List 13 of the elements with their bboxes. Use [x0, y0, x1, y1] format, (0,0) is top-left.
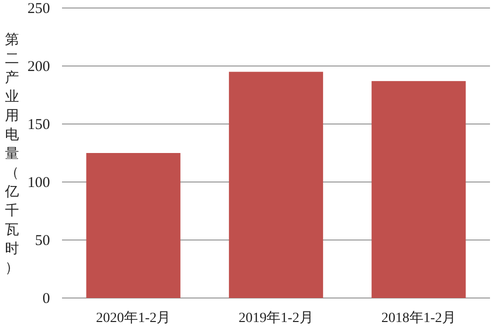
y-tick-label: 50: [35, 233, 50, 249]
x-tick-label: 2019年1-2月: [238, 310, 314, 326]
bar: [86, 153, 180, 298]
y-tick-label: 250: [28, 1, 50, 17]
bar: [228, 72, 324, 298]
text: 第二产业用电量（亿千瓦时）: [5, 32, 19, 276]
bar: [372, 81, 466, 298]
y-tick-label: 150: [28, 117, 50, 133]
y-tick-label: 100: [28, 175, 50, 191]
x-tick-label: 2018年1-2月: [381, 310, 456, 326]
y-tick-label: 200: [28, 59, 50, 75]
x-tick-label: 2020年1-2月: [96, 310, 171, 326]
y-tick-label: 0: [42, 291, 50, 307]
